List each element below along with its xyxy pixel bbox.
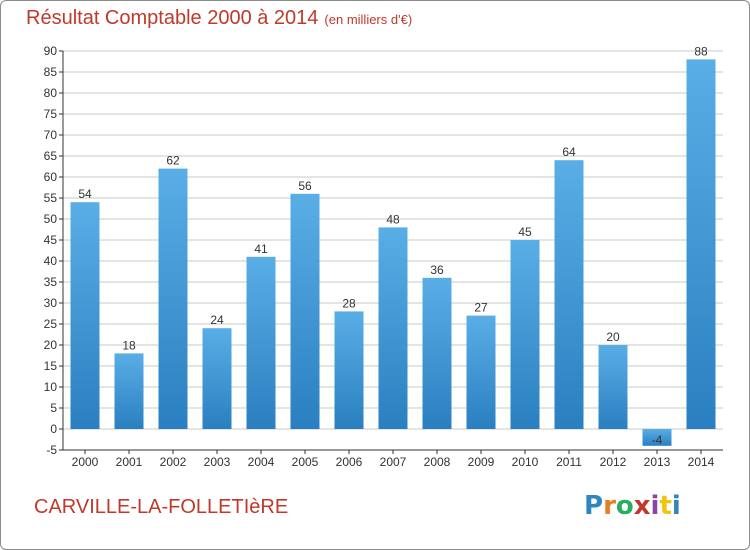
- y-tick-label: 5: [50, 401, 57, 415]
- data-label: 62: [166, 154, 180, 168]
- bar: [642, 429, 672, 446]
- x-tick-label: 2000: [72, 455, 99, 469]
- logo-letter: t: [659, 491, 672, 521]
- x-tick-label: 2004: [248, 455, 275, 469]
- axes: -5 0 5 10 15 20 25 30 35 40 45 50 55 60 65 70 75 80 85 90 20…: [44, 44, 723, 469]
- y-tick-label: 40: [44, 254, 58, 268]
- y-tick-label: 50: [44, 212, 58, 226]
- y-tick-label: 90: [44, 44, 58, 58]
- y-tick-label: 60: [44, 170, 58, 184]
- data-label: 24: [210, 313, 224, 327]
- x-tick-label: 2013: [644, 455, 671, 469]
- bar: [334, 311, 364, 429]
- y-tick-label: 35: [44, 275, 58, 289]
- data-label: 28: [342, 296, 356, 310]
- y-tick-label: 0: [50, 422, 57, 436]
- y-tick-label: -5: [46, 443, 57, 457]
- x-tick-label: 2006: [336, 455, 363, 469]
- x-tick-label: 2009: [468, 455, 495, 469]
- bar: [378, 227, 408, 429]
- y-tick-label: 55: [44, 191, 58, 205]
- data-label: 64: [562, 145, 576, 159]
- logo-letter: x: [633, 491, 651, 521]
- y-tick-label: 30: [44, 296, 58, 310]
- bar: [686, 59, 716, 430]
- bar: [598, 345, 628, 429]
- title-text: Résultat Comptable 2000 à 2014: [26, 7, 319, 29]
- y-tick-label: 45: [44, 233, 58, 247]
- data-label: 36: [430, 263, 444, 277]
- y-tick-label: 65: [44, 149, 58, 163]
- chart-subtitle: (en milliers d'€): [324, 12, 413, 27]
- logo-letter: P: [584, 491, 604, 521]
- y-tick-label: 70: [44, 128, 58, 142]
- bar: [554, 160, 584, 429]
- bar: [510, 240, 540, 429]
- bar: [466, 315, 496, 429]
- bar: [202, 328, 232, 429]
- data-label: 18: [122, 338, 136, 352]
- data-label: 20: [606, 330, 620, 344]
- logo-letter: i: [650, 491, 660, 521]
- bar: [290, 193, 320, 429]
- bar: [158, 168, 188, 429]
- logo-letter: o: [615, 491, 634, 521]
- x-tick-label: 2014: [688, 455, 715, 469]
- data-labels: 54 18 62 24 41 56 28 48 36 27 45 64 20 -4 88: [78, 44, 708, 447]
- logo-letter: i: [671, 491, 681, 521]
- x-tick-label: 2011: [556, 455, 582, 469]
- logo-letter: r: [603, 491, 616, 521]
- x-tick-label: 2007: [380, 455, 407, 469]
- data-label: 54: [78, 187, 92, 201]
- data-label: 88: [694, 44, 708, 58]
- bar: [114, 353, 144, 429]
- y-tick-label: 80: [44, 86, 58, 100]
- bar: [70, 202, 100, 429]
- chart-title: Résultat Comptable 2000 à 2014 (en millie…: [26, 7, 412, 30]
- y-tick-label: 15: [44, 359, 58, 373]
- y-tick-label: 10: [44, 380, 58, 394]
- x-tick-label: 2005: [292, 455, 319, 469]
- x-tick-label: 2003: [204, 455, 231, 469]
- data-label: -4: [652, 433, 663, 447]
- data-label: 45: [518, 225, 532, 239]
- x-tick-label: 2010: [512, 455, 539, 469]
- commune-name: CARVILLE-LA-FOLLETIèRE: [34, 496, 289, 518]
- x-tick-label: 2001: [116, 455, 143, 469]
- x-tick-label: 2012: [600, 455, 627, 469]
- y-tick-label: 75: [44, 107, 58, 121]
- bar: [422, 277, 452, 429]
- bar: [246, 256, 276, 429]
- x-tick-label: 2002: [160, 455, 187, 469]
- y-tick-label: 85: [44, 65, 58, 79]
- data-label: 56: [298, 179, 312, 193]
- data-label: 48: [386, 212, 400, 226]
- y-tick-label: 20: [44, 338, 58, 352]
- proxiti-logo[interactable]: Proxiti: [584, 491, 681, 521]
- y-tick-label: 25: [44, 317, 58, 331]
- data-label: 41: [254, 242, 268, 256]
- x-tick-label: 2008: [424, 455, 451, 469]
- data-label: 27: [474, 301, 488, 315]
- bars: [70, 59, 716, 446]
